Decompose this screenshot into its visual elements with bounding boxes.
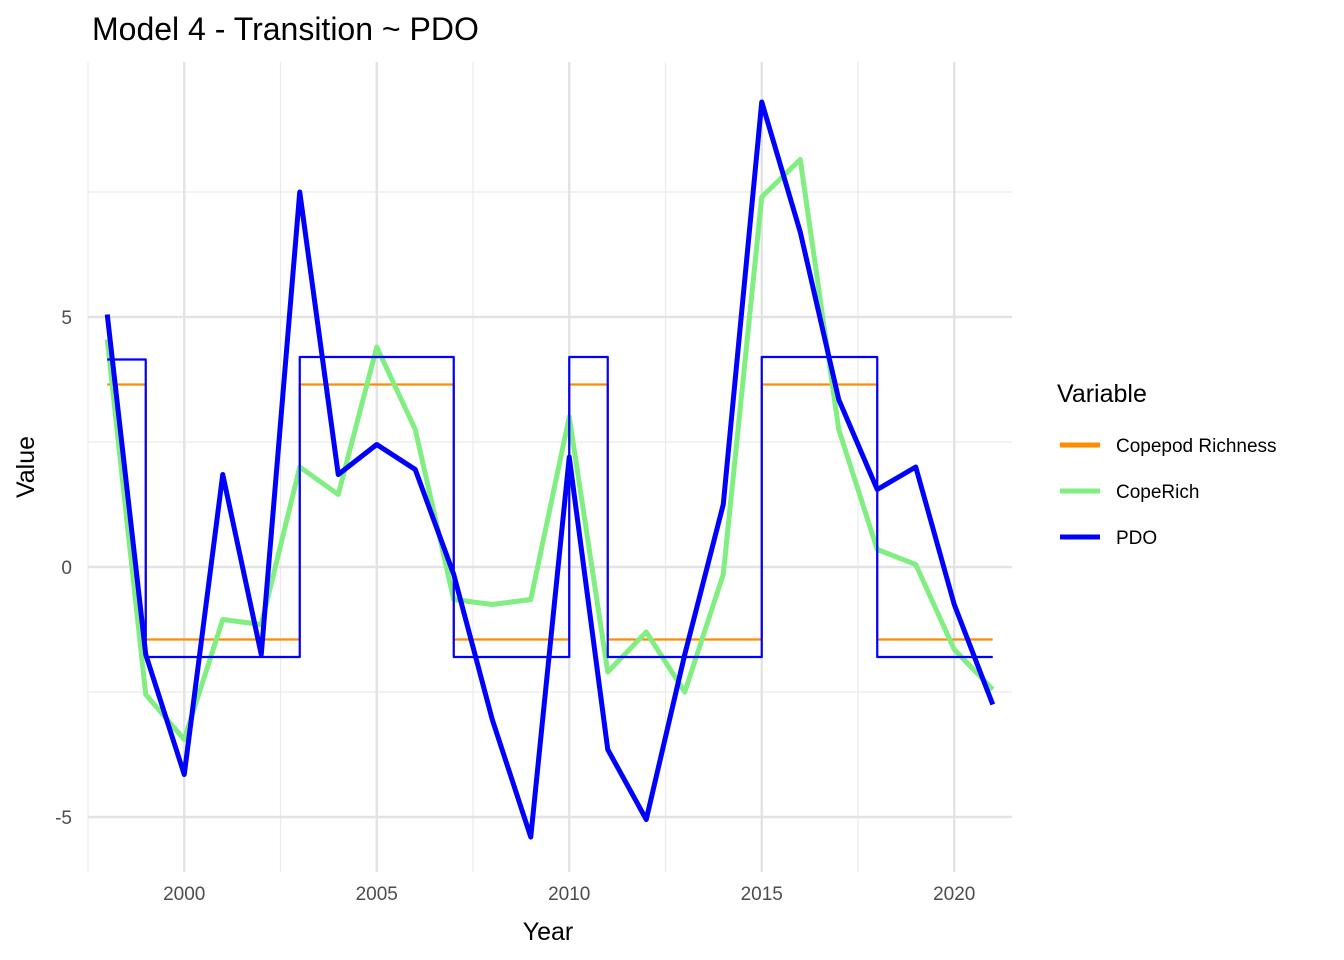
x-axis-title: Year [523, 918, 574, 946]
plot-series [104, 99, 996, 840]
series-line-pdo-step [107, 355, 993, 659]
chart-title: Model 4 - Transition ~ PDO [92, 11, 479, 47]
x-tick-label: 2015 [741, 884, 783, 905]
legend-label-coperich: CopeRich [1116, 482, 1199, 503]
x-tick-label: 2010 [548, 884, 590, 905]
y-tick-label: -5 [55, 808, 72, 829]
x-tick-label: 2005 [356, 884, 398, 905]
y-tick-label: 5 [61, 308, 72, 329]
y-tick-label: 0 [61, 558, 72, 579]
legend-label-copepod-richness: Copepod Richness [1116, 436, 1277, 457]
legend-title: Variable [1057, 380, 1147, 408]
grid [87, 62, 1012, 872]
axis-ticks: 2000 2005 2010 2015 2020 -5 0 5 [55, 308, 975, 905]
x-tick-label: 2020 [933, 884, 975, 905]
legend: Variable Copepod Richness CopeRich PDO [1057, 380, 1277, 549]
y-axis-title: Value [12, 436, 40, 498]
x-tick-label: 2000 [163, 884, 205, 905]
series-line-pdo-line [104, 99, 996, 840]
legend-label-pdo: PDO [1116, 528, 1157, 549]
